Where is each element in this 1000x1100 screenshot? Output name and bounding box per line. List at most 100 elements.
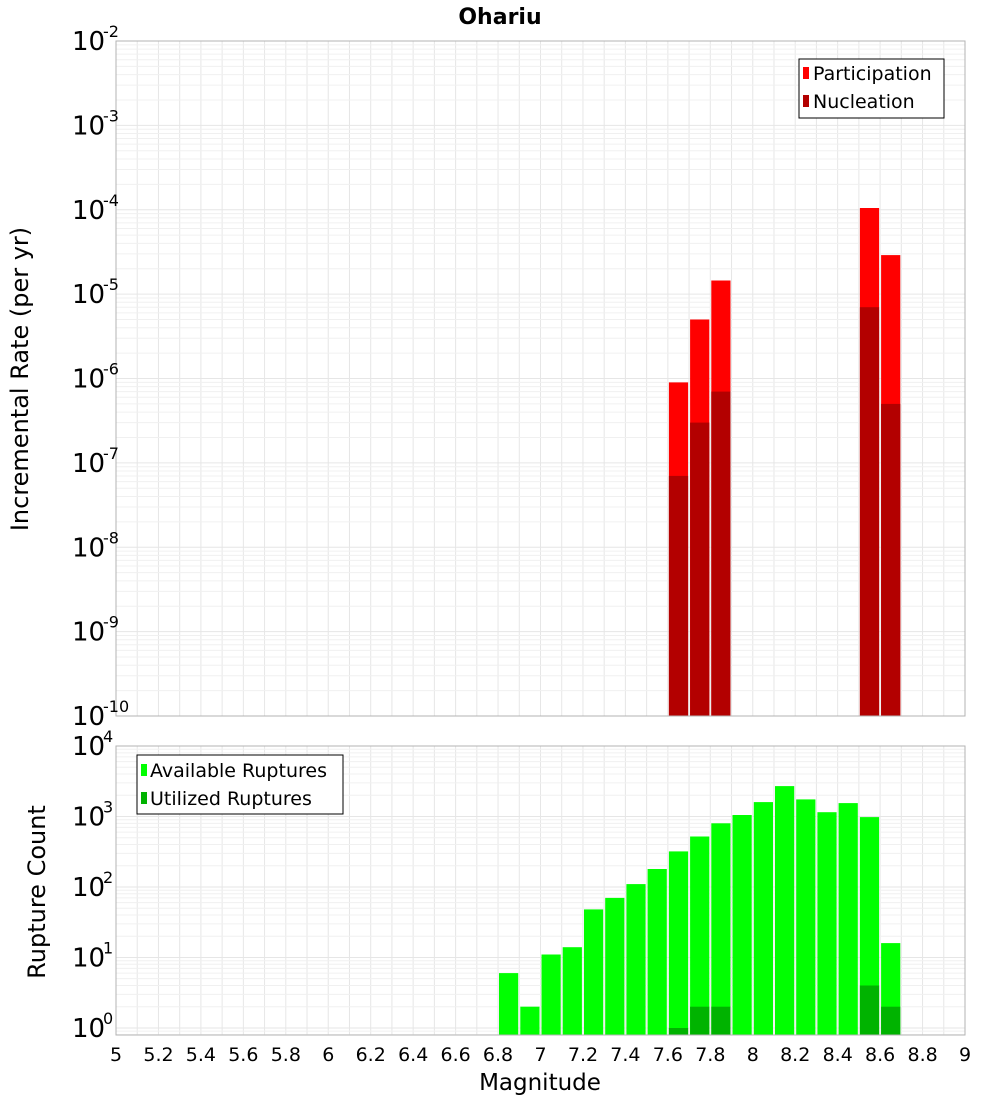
x-tick-label: 5.6: [228, 1044, 258, 1066]
y-tick-exponent: -3: [103, 106, 119, 125]
count-bar-available-ruptures: [817, 812, 837, 1035]
legend-swatch-utilized-ruptures: [141, 792, 147, 804]
y-tick-label: 10: [72, 533, 105, 563]
rate-bar-nucleation: [881, 403, 901, 716]
legend-swatch-nucleation: [803, 95, 809, 107]
y-tick-exponent: -8: [103, 528, 119, 547]
count-bar-available-ruptures: [711, 823, 731, 1035]
y-tick-exponent: -10: [103, 697, 129, 716]
top-bars: [668, 208, 901, 716]
count-bar-available-ruptures: [584, 909, 604, 1035]
y-tick-label: 10: [72, 111, 105, 141]
y-tick-exponent: -2: [103, 22, 119, 41]
y-tick-exponent: 4: [103, 727, 113, 746]
count-bar-utilized-ruptures: [859, 985, 880, 1035]
x-tick-label: 8: [747, 1044, 759, 1066]
y-tick-exponent: 0: [103, 1009, 113, 1028]
count-bar-available-ruptures: [838, 803, 858, 1035]
y-tick-exponent: 1: [103, 939, 113, 958]
x-tick-label: 6.6: [440, 1044, 470, 1066]
x-tick-label: 8.2: [780, 1044, 810, 1066]
rate-bar-nucleation: [859, 307, 880, 716]
y-tick-label: 10: [72, 365, 105, 395]
y-tick-label: 10: [72, 702, 105, 732]
count-bar-available-ruptures: [753, 802, 773, 1035]
rate-bar-nucleation: [711, 391, 731, 716]
top-legend: Participation Nucleation: [798, 58, 945, 119]
top-plot-frame: [115, 40, 966, 717]
y-tick-label: 10: [72, 618, 105, 648]
x-tick-label: 9: [959, 1044, 971, 1066]
count-bar-available-ruptures: [562, 947, 582, 1035]
x-tick-label: 7: [534, 1044, 546, 1066]
count-bar-available-ruptures: [605, 897, 625, 1035]
x-tick-label: 6.2: [356, 1044, 386, 1066]
legend-label-utilized-ruptures: Utilized Ruptures: [150, 788, 312, 810]
y-tick-label: 10: [72, 873, 105, 903]
top-y-axis-label: Incremental Rate (per yr): [6, 227, 34, 531]
y-tick-label: 10: [72, 803, 105, 833]
count-bar-available-ruptures: [647, 869, 667, 1035]
x-tick-label: 5.4: [186, 1044, 216, 1066]
chart-title: Ohariu: [458, 5, 541, 30]
count-bar-available-ruptures: [775, 786, 795, 1035]
x-tick-label: 8.8: [907, 1044, 937, 1066]
x-tick-label: 7.6: [653, 1044, 683, 1066]
count-bar-available-ruptures: [626, 884, 646, 1035]
rate-bar-nucleation: [668, 475, 689, 716]
y-tick-label: 10: [72, 944, 105, 974]
count-bar-available-ruptures: [732, 815, 752, 1035]
top-grid: [115, 41, 966, 717]
count-bar-available-ruptures: [499, 973, 519, 1035]
x-axis-label: Magnitude: [479, 1070, 601, 1096]
y-tick-label: 10: [72, 1014, 105, 1044]
bottom-y-axis-label: Rupture Count: [23, 805, 51, 979]
y-tick-label: 10: [72, 196, 105, 226]
top-legend-box: [798, 58, 945, 119]
x-tick-label: 5: [110, 1044, 122, 1066]
rate-bar-nucleation: [690, 422, 710, 716]
count-bar-available-ruptures: [541, 954, 561, 1035]
count-bar-available-ruptures: [796, 799, 816, 1035]
x-tick-label: 6.8: [483, 1044, 513, 1066]
legend-swatch-participation: [803, 67, 809, 79]
count-bar-utilized-ruptures: [690, 1006, 710, 1035]
x-tick-label: 8.6: [865, 1044, 895, 1066]
y-tick-label: 10: [72, 732, 105, 762]
x-tick-label: 6.4: [398, 1044, 428, 1066]
bottom-legend-box: [136, 754, 344, 815]
y-tick-exponent: -4: [103, 191, 119, 210]
x-tick-label: 8.4: [823, 1044, 853, 1066]
x-tick-label: 7.4: [610, 1044, 640, 1066]
x-tick-label: 7.8: [695, 1044, 725, 1066]
count-bar-utilized-ruptures: [881, 1006, 901, 1035]
legend-label-nucleation: Nucleation: [813, 91, 915, 113]
x-tick-label: 6: [322, 1044, 334, 1066]
y-tick-label: 10: [72, 27, 105, 57]
x-tick-labels: 5 5.2 5.4 5.6 5.8 6 6.2 6.4 6.6 6.8 7 7.2 7.4 7.6 7.8 8…: [110, 1044, 971, 1066]
bottom-bars: [499, 786, 901, 1035]
x-tick-label: 5.8: [271, 1044, 301, 1066]
y-tick-label: 10: [72, 449, 105, 479]
count-bar-available-ruptures: [668, 851, 689, 1035]
count-bar-utilized-ruptures: [711, 1006, 731, 1035]
bottom-legend: Available Ruptures Utilized Ruptures: [136, 754, 344, 815]
y-tick-exponent: -5: [103, 275, 119, 294]
y-tick-exponent: -6: [103, 360, 119, 379]
count-bar-available-ruptures: [859, 817, 880, 1035]
count-bar-available-ruptures: [520, 1006, 540, 1035]
y-tick-exponent: 3: [103, 798, 113, 817]
y-tick-exponent: 2: [103, 868, 113, 887]
count-bar-utilized-ruptures: [668, 1028, 689, 1035]
y-tick-exponent: -9: [103, 613, 119, 632]
bottom-plot-frame: [115, 745, 966, 1036]
legend-swatch-available-ruptures: [141, 764, 147, 776]
y-tick-label: 10: [72, 280, 105, 310]
x-tick-label: 5.2: [143, 1044, 173, 1066]
x-tick-label: 7.2: [568, 1044, 598, 1066]
